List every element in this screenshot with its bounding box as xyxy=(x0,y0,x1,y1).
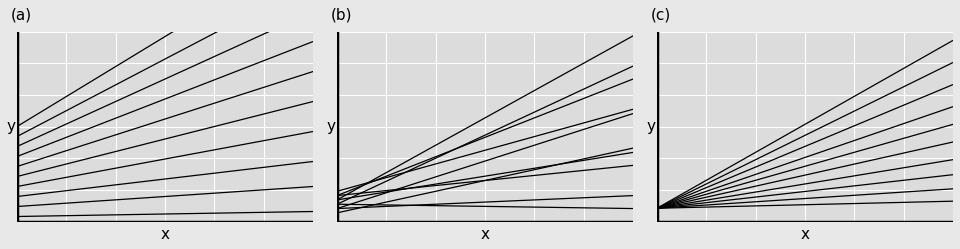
Y-axis label: y: y xyxy=(647,119,656,134)
Text: (a): (a) xyxy=(12,7,33,22)
Text: (c): (c) xyxy=(651,7,671,22)
X-axis label: x: x xyxy=(160,227,170,242)
Y-axis label: y: y xyxy=(7,119,16,134)
X-axis label: x: x xyxy=(481,227,490,242)
X-axis label: x: x xyxy=(801,227,809,242)
Text: (b): (b) xyxy=(331,7,352,22)
Y-axis label: y: y xyxy=(327,119,336,134)
